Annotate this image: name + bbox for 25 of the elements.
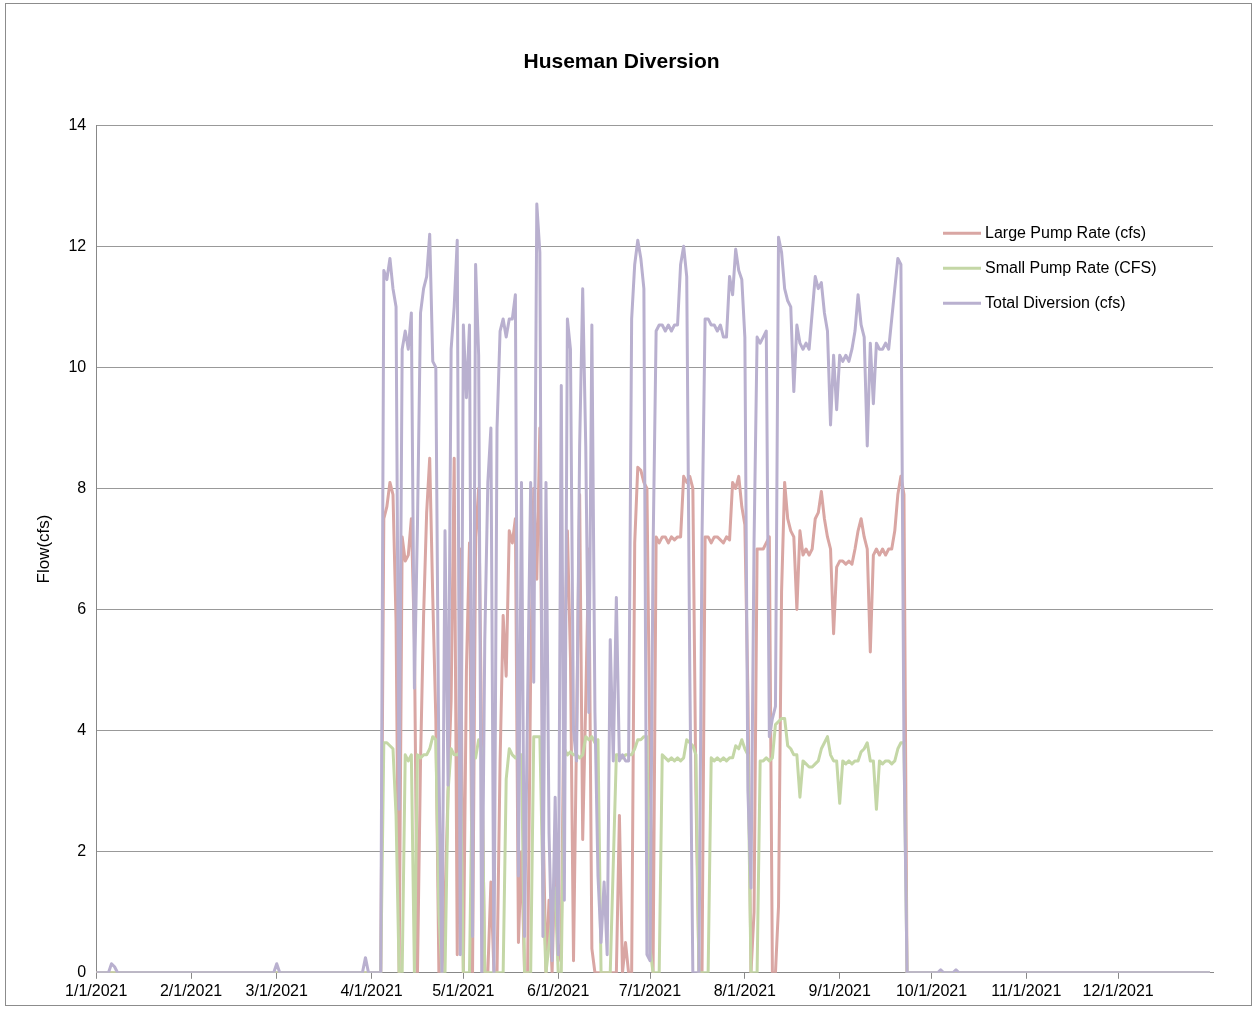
x-tick-label: 7/1/2021 <box>618 981 682 999</box>
x-tick-label: 4/1/2021 <box>340 981 403 999</box>
legend-label: Total Diversion (cfs) <box>985 293 1126 311</box>
y-axis-title: Flow(cfs) <box>33 514 53 584</box>
y-tick-label: 14 <box>68 115 87 133</box>
x-tick-label: 10/1/2021 <box>895 981 968 999</box>
x-tick-label: 2/1/2021 <box>159 981 223 999</box>
y-tick-label: 8 <box>77 478 87 496</box>
legend-label: Small Pump Rate (CFS) <box>985 258 1157 276</box>
x-tick-label: 9/1/2021 <box>808 981 871 999</box>
x-tick-label: 3/1/2021 <box>245 981 308 999</box>
x-tick-label: 8/1/2021 <box>713 981 777 999</box>
x-tick-label: 6/1/2021 <box>527 981 590 999</box>
y-tick-label: 12 <box>68 236 87 254</box>
x-tick-label: 11/1/2021 <box>991 981 1062 999</box>
y-tick-label: 4 <box>77 721 87 739</box>
y-tick-label: 6 <box>77 599 87 617</box>
chart-title: Huseman Diversion <box>523 49 720 73</box>
legend-label: Large Pump Rate (cfs) <box>985 223 1146 241</box>
x-tick-label: 1/1/2021 <box>65 981 128 999</box>
x-tick-label: 5/1/2021 <box>432 981 495 999</box>
y-tick-label: 0 <box>77 963 87 981</box>
y-tick-label: 10 <box>68 357 87 375</box>
x-tick-label: 12/1/2021 <box>1082 981 1154 999</box>
y-tick-label: 2 <box>77 842 87 860</box>
